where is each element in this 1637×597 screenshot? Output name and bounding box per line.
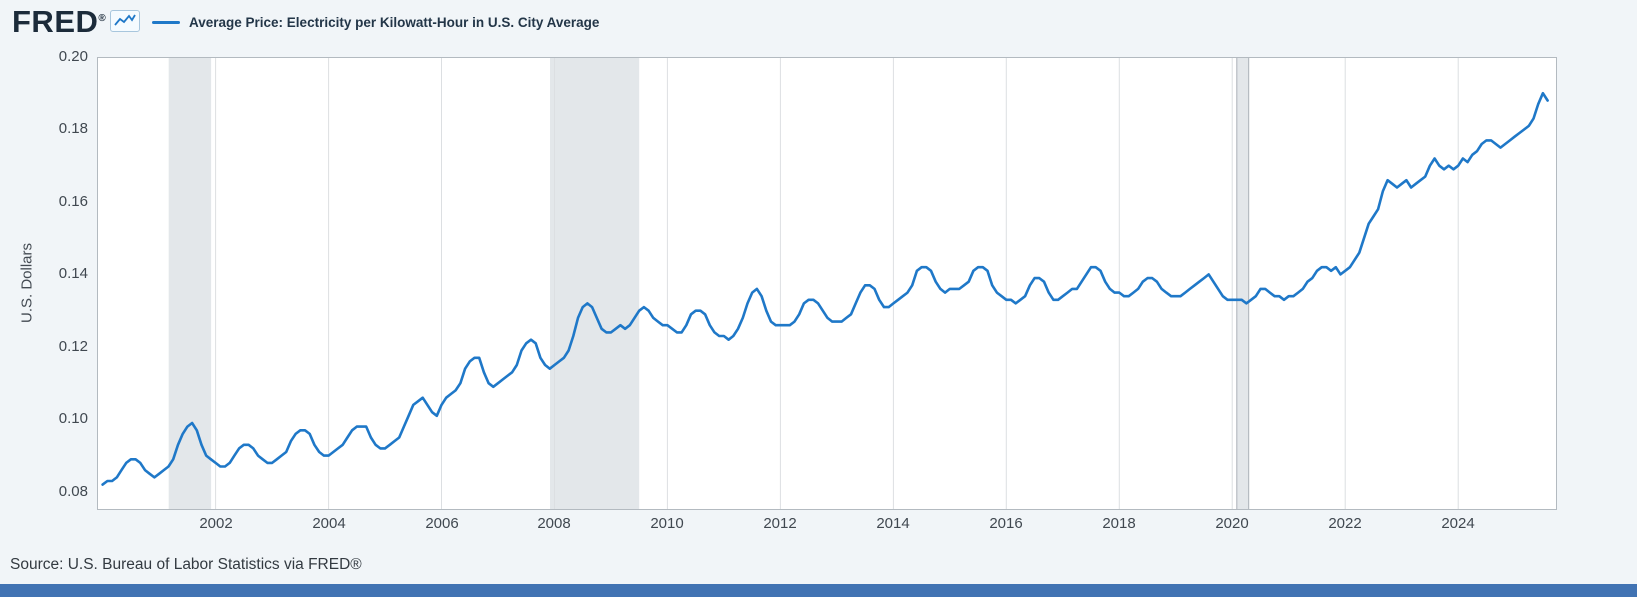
x-axis-tick-label: 2012	[763, 515, 797, 532]
sparkline-glyph	[114, 14, 136, 26]
legend-line-swatch	[152, 20, 180, 24]
x-axis-tick-label: 2008	[537, 515, 571, 532]
x-axis-tick-label: 2018	[1102, 515, 1136, 532]
x-axis-tick-label: 2024	[1441, 515, 1475, 532]
y-axis-tick-label: 0.12	[58, 338, 88, 355]
registered-mark: ®	[98, 13, 107, 24]
x-axis-tick-label: 2020	[1215, 515, 1249, 532]
x-axis-tick-label: 2016	[989, 515, 1023, 532]
fred-logo[interactable]: FRED®	[12, 4, 106, 40]
x-axis-tick-label: 2014	[876, 515, 910, 532]
x-axis-tick-label: 2002	[199, 515, 233, 532]
y-axis-tick-label: 0.10	[58, 410, 88, 427]
recession-band	[550, 57, 640, 510]
fred-logo-text: FRED	[12, 4, 99, 39]
recession-band	[168, 57, 212, 510]
x-axis-tick-label: 2010	[650, 515, 684, 532]
fred-sparkline-icon	[110, 10, 140, 32]
legend: Average Price: Electricity per Kilowatt-…	[152, 12, 599, 32]
bottom-bar	[0, 584, 1637, 597]
recession-band	[1236, 57, 1250, 510]
x-axis-tick-label: 2006	[425, 515, 459, 532]
y-axis-tick-label: 0.20	[58, 48, 88, 65]
price-line	[101, 91, 1549, 486]
y-axis-tick-label: 0.14	[58, 265, 88, 282]
series-title[interactable]: Average Price: Electricity per Kilowatt-…	[189, 14, 600, 30]
plot-border	[97, 57, 1557, 510]
x-axis-tick-label: 2022	[1328, 515, 1362, 532]
y-axis-tick-label: 0.08	[58, 483, 88, 500]
price-chart-plot[interactable]	[97, 57, 1557, 510]
plot-background	[97, 57, 1557, 510]
y-axis-tick-label: 0.16	[58, 193, 88, 210]
y-axis-tick-label: 0.18	[58, 120, 88, 137]
source-note: Source: U.S. Bureau of Labor Statistics …	[10, 556, 362, 573]
x-axis-tick-label: 2004	[312, 515, 346, 532]
